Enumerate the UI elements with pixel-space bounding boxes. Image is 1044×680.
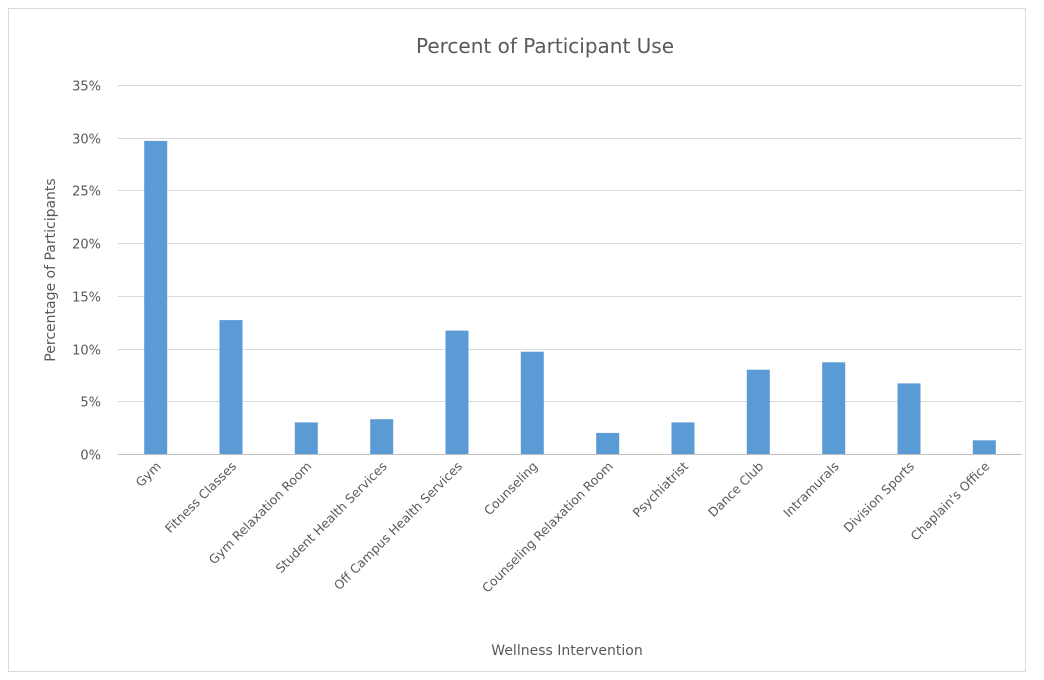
bar	[219, 320, 243, 454]
chart-frame	[8, 8, 1026, 672]
x-category-label: Counseling	[481, 459, 541, 519]
bar	[897, 383, 921, 454]
bar	[972, 440, 996, 454]
bar	[144, 140, 168, 454]
y-tick-label: 15%	[72, 291, 101, 306]
x-category-label: Dance Club	[705, 458, 766, 519]
y-tick-label: 25%	[72, 185, 101, 200]
y-tick-label: 35%	[72, 80, 101, 95]
x-category-label: Off Campus Health Services	[331, 459, 465, 593]
y-tick-label: 20%	[72, 238, 101, 253]
x-category-label: Psychiatrist	[630, 458, 692, 520]
x-category-label: Fitness Classes	[162, 459, 239, 536]
gridlines	[118, 85, 1022, 402]
bar	[294, 422, 318, 454]
x-category-label: Division Sports	[840, 459, 917, 536]
x-category-label: Counseling Relaxation Room	[479, 459, 616, 596]
x-category-label: Gym	[133, 459, 164, 490]
bar	[822, 362, 846, 454]
bar	[746, 369, 770, 454]
bars	[144, 140, 996, 454]
bar	[596, 432, 620, 454]
y-tick-label: 0%	[80, 449, 101, 464]
bar	[445, 330, 469, 454]
y-tick-label: 30%	[72, 133, 101, 148]
y-axis-ticks: 0% 5% 10% 15% 20% 25% 30% 35%	[72, 80, 101, 464]
x-axis-title: Wellness Intervention	[491, 643, 642, 659]
y-axis-title: Percentage of Participants	[43, 178, 59, 361]
bar	[671, 422, 695, 454]
y-tick-label: 5%	[80, 396, 101, 411]
x-category-label: Intramurals	[780, 459, 842, 521]
chart-title: Percent of Participant Use	[416, 34, 674, 58]
bar	[370, 419, 394, 454]
x-category-label: Chaplain's Office	[907, 458, 992, 543]
bar	[520, 351, 544, 454]
y-tick-label: 10%	[72, 344, 101, 359]
